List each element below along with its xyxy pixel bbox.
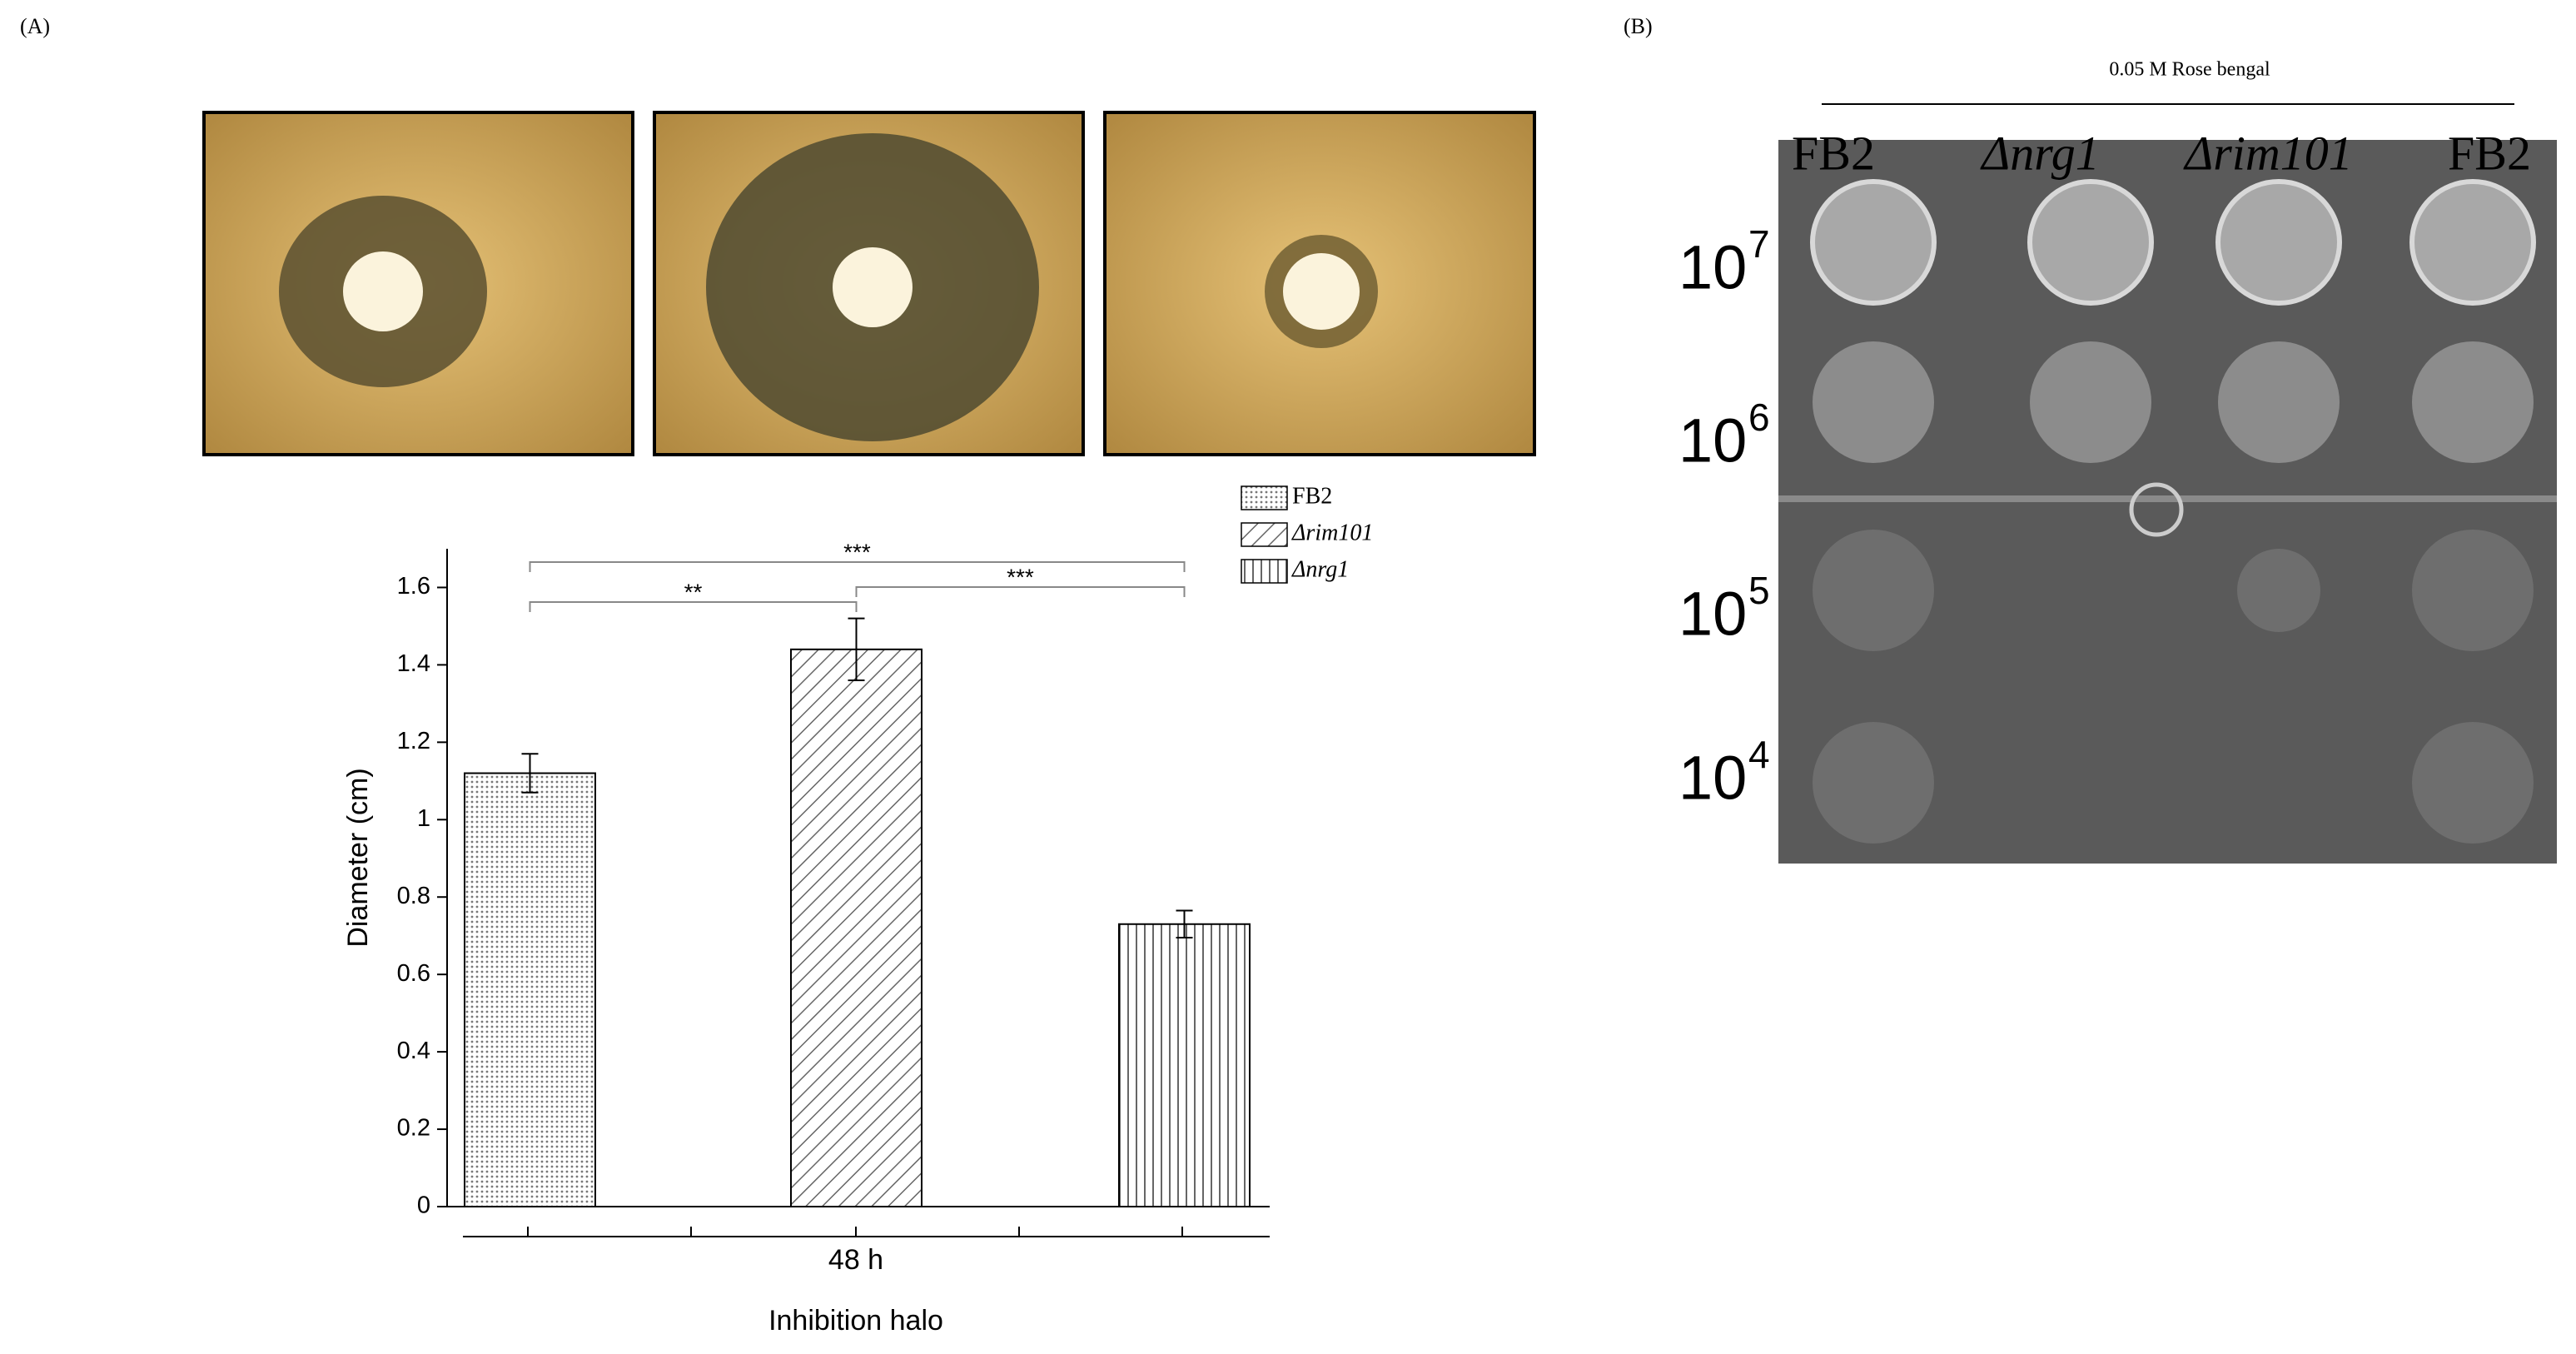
row-label-exponent: 5 — [1748, 569, 1770, 612]
x-tick-label: 48 h — [828, 1244, 883, 1276]
bar — [1118, 923, 1251, 1207]
y-tick-label: 0.8 — [397, 883, 430, 909]
y-tick-label: 0 — [417, 1192, 430, 1219]
bar — [464, 772, 596, 1207]
column-label: FB2 — [1792, 126, 1875, 180]
significance-bracket — [855, 586, 1186, 597]
significance-bracket — [529, 561, 1186, 572]
row-label-base: 10 — [1678, 580, 1747, 649]
significance-bracket — [529, 601, 858, 612]
row-label-exponent: 4 — [1748, 733, 1770, 776]
legend-swatch — [1241, 485, 1288, 510]
column-label: Δrim101 — [2183, 126, 2353, 180]
error-bar — [1176, 909, 1193, 939]
legend-swatch — [1241, 559, 1288, 584]
photo — [653, 111, 1085, 456]
y-tick-label: 1 — [417, 805, 430, 832]
error-bar — [848, 617, 865, 681]
significance-label: *** — [1007, 564, 1034, 590]
error-bar — [521, 753, 539, 794]
x-axis-label: Inhibition halo — [768, 1305, 943, 1337]
y-tick-label: 1.2 — [397, 728, 430, 754]
y-axis-label: Diameter (cm) — [342, 768, 374, 947]
column-label: Δnrg1 — [1980, 126, 2099, 180]
panel-title: 0.05 M Rose bengal — [2109, 59, 2270, 81]
y-tick-label: 0.6 — [397, 960, 430, 987]
row-label-base: 10 — [1678, 233, 1747, 302]
significance-label: ** — [684, 579, 703, 605]
panel-label: (B) — [1624, 14, 1653, 38]
plate-photo — [1778, 140, 2557, 864]
y-tick-label: 1.6 — [397, 573, 430, 600]
row-label-exponent: 7 — [1748, 222, 1770, 266]
row-label-base: 10 — [1678, 744, 1747, 813]
panel-label: (A) — [20, 14, 50, 38]
column-label: FB2 — [2448, 126, 2531, 180]
row-label-exponent: 6 — [1748, 396, 1770, 439]
legend-swatch — [1241, 522, 1288, 547]
row-label-base: 10 — [1678, 406, 1747, 475]
bar — [790, 648, 922, 1207]
y-tick-label: 1.4 — [397, 650, 430, 677]
legend-label: Δnrg1 — [1291, 556, 1349, 582]
legend-label: Δrim101 — [1291, 520, 1373, 545]
significance-label: *** — [843, 539, 871, 565]
y-tick-label: 0.2 — [397, 1115, 430, 1142]
photo — [1103, 111, 1536, 456]
photo — [202, 111, 634, 456]
y-tick-label: 0.4 — [397, 1038, 430, 1064]
legend-label: FB2 — [1292, 483, 1332, 509]
